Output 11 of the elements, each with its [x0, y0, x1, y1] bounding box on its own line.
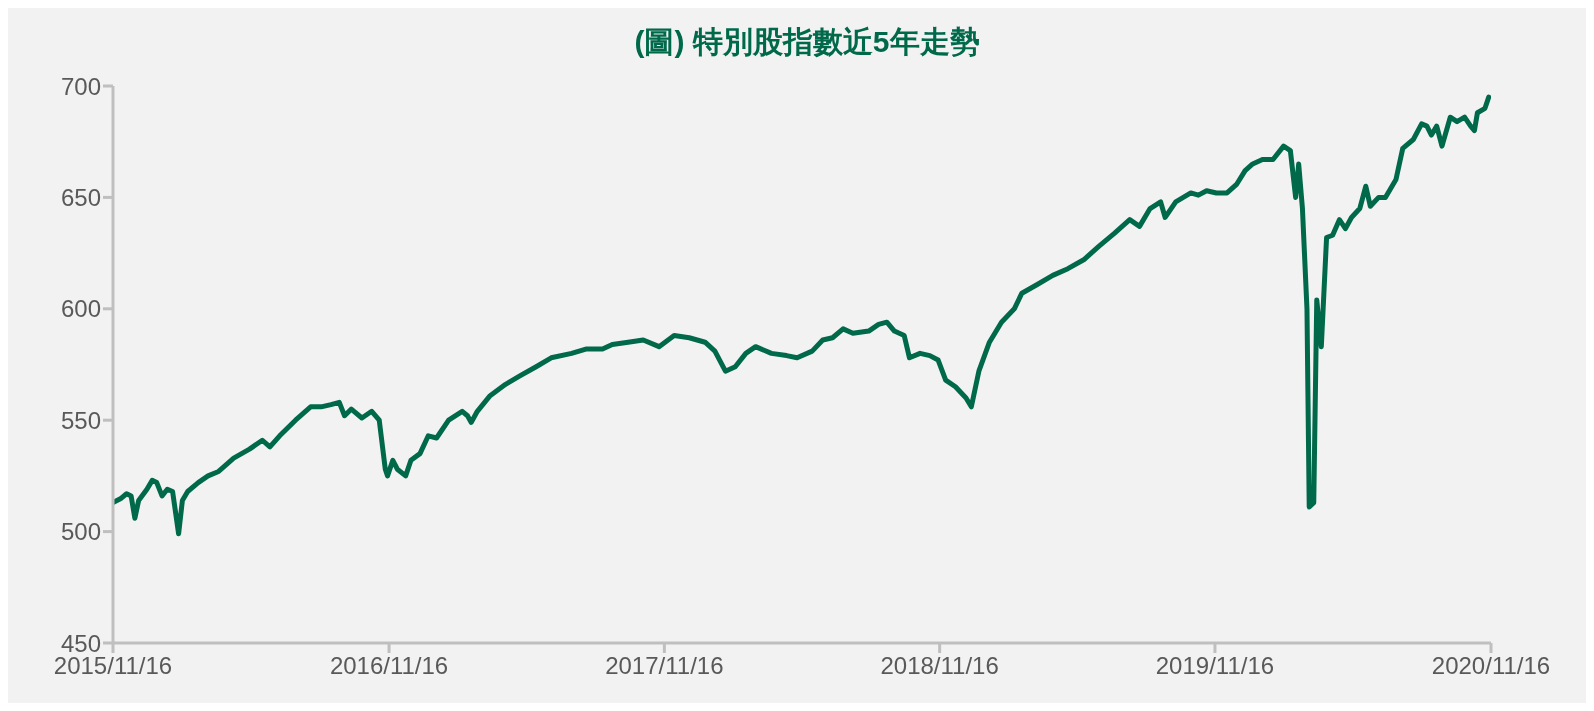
y-tick-label: 550	[60, 406, 101, 434]
x-tick-label: 2020/11/16	[1431, 652, 1551, 680]
y-tick-label: 600	[60, 295, 101, 323]
x-tick-label: 2018/11/16	[880, 652, 999, 680]
x-tick-label: 2016/11/16	[329, 652, 449, 680]
x-tick-label: 2017/11/16	[605, 652, 724, 680]
x-tick-label: 2019/11/16	[1155, 652, 1275, 680]
y-tick-label: 650	[60, 183, 101, 211]
y-tick-label: 500	[60, 518, 101, 546]
chart-title: (圖) 特別股指數近5年走勢	[633, 24, 981, 60]
y-tick-label: 700	[60, 72, 101, 100]
